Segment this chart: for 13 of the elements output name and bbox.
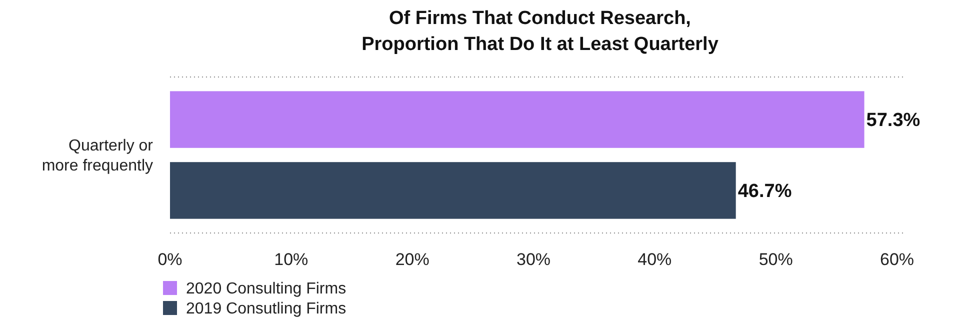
data-label: 57.3%	[866, 110, 920, 132]
x-tick-label: 60%	[880, 250, 914, 270]
x-tick-label: 30%	[516, 250, 551, 270]
x-tick-label: 0%	[158, 250, 182, 270]
data-label: 46.7%	[738, 181, 792, 202]
chart-title: Of Firms That Conduct Research, Proportion That Do It at Least Quarterly	[362, 8, 719, 55]
legend-label: 2019 Consutling Firms	[186, 300, 346, 318]
x-tick-label: 20%	[395, 250, 430, 270]
x-tick-label: 50%	[758, 250, 793, 270]
y-tick-label: Quarterly or more frequently	[42, 138, 154, 175]
x-tick-label: 10%	[274, 250, 308, 270]
x-tick-label: 40%	[638, 250, 672, 270]
legend-label: 2020 Consulting Firms	[186, 280, 346, 298]
